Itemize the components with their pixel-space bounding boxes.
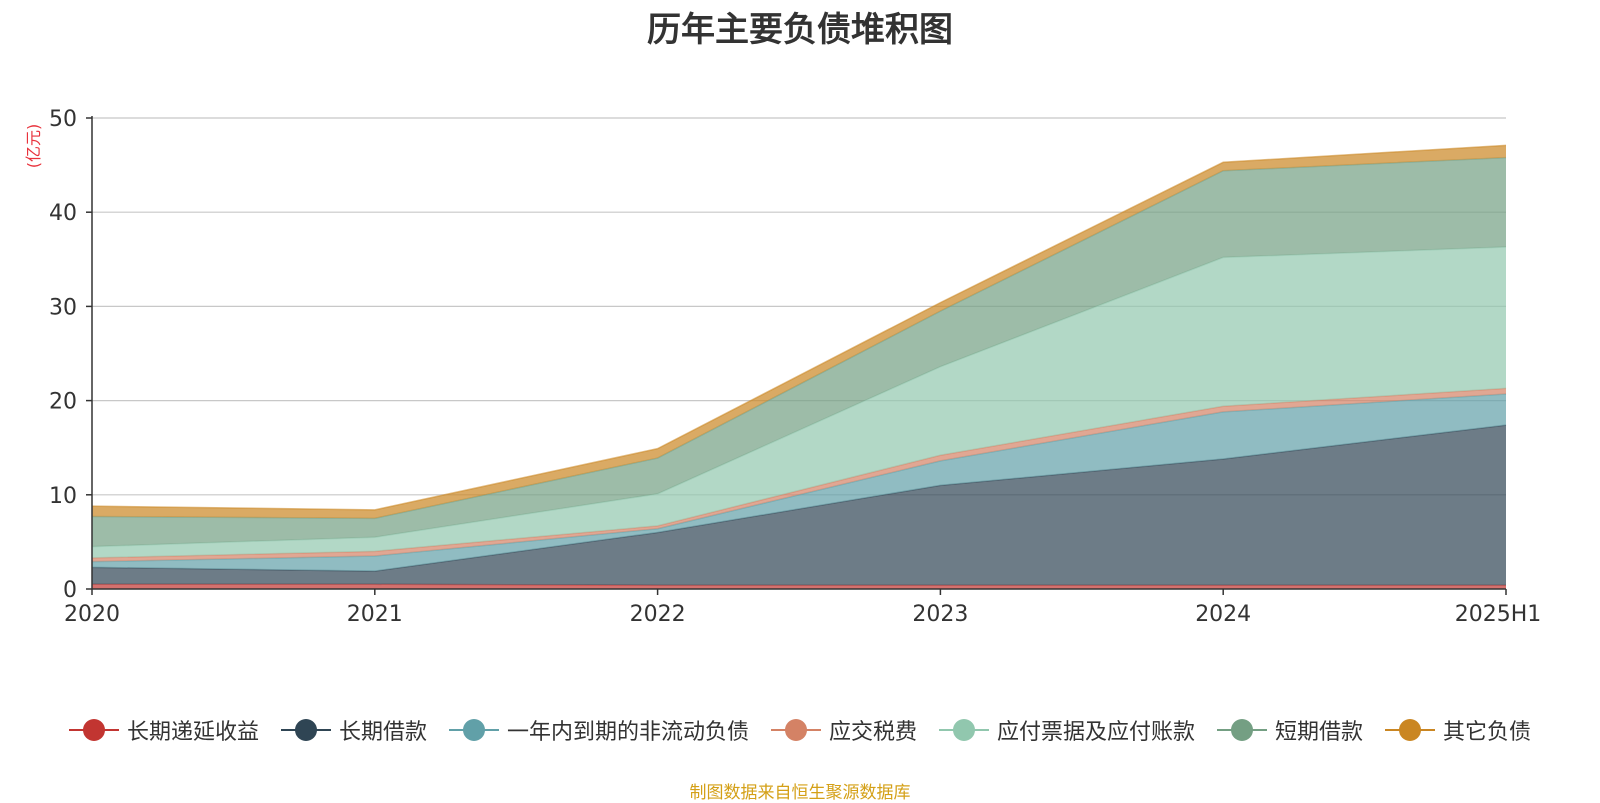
y-tick-label-3: 30 [49, 295, 77, 320]
legend-marker-dot [784, 719, 807, 741]
legend-label: 应交税费 [828, 720, 917, 745]
legend-marker-dot [462, 719, 485, 741]
y-tick-label-1: 10 [49, 484, 77, 509]
area-series-edge-4 [91, 246, 1507, 548]
legend-marker-dot [82, 719, 105, 741]
x-tick-label-3: 2023 [912, 602, 968, 627]
area-series-group [91, 144, 1507, 589]
x-tick-label-1: 2021 [347, 602, 403, 627]
x-tick-label-2: 2022 [630, 602, 686, 627]
y-tick-label-2: 20 [49, 390, 77, 415]
legend-marker-icon [1385, 719, 1436, 741]
legend-marker-icon [448, 719, 499, 741]
area-series-5 [92, 157, 1506, 547]
legend-item-6[interactable]: 其它负债 [1385, 714, 1531, 746]
area-series-4 [92, 247, 1506, 558]
area-series-1 [92, 425, 1506, 586]
legend: 长期递延收益 长期借款 一年内到期的非流动负债 应交税费 应付票据及应付账款 短期借款 其它… [0, 714, 1600, 746]
legend-item-5[interactable]: 短期借款 [1217, 714, 1363, 746]
legend-marker-dot [1399, 719, 1422, 741]
stacked-area-chart: 0 10 20 30 40 50 2020 2021 2022 2023 2024 2025H1 [49, 107, 1541, 627]
legend-marker-dot [294, 719, 317, 741]
axes: 0 10 20 30 40 50 2020 2021 2022 2023 2024 2025H1 [49, 107, 1541, 627]
legend-marker-icon [280, 719, 331, 741]
y-tick-label-5: 50 [49, 107, 77, 132]
legend-marker-icon [1217, 719, 1268, 741]
legend-item-1[interactable]: 长期借款 [280, 714, 427, 746]
legend-label: 应付票据及应付账款 [997, 720, 1196, 745]
area-series-2 [92, 394, 1506, 572]
legend-marker-icon [939, 719, 989, 741]
chart-title: 历年主要负债堆积图 [647, 10, 953, 50]
y-tick-label-4: 40 [49, 201, 77, 226]
x-tick-label-4: 2024 [1195, 602, 1251, 627]
legend-marker-icon [68, 719, 119, 741]
x-tick-label-0: 2020 [64, 602, 120, 627]
legend-label: 长期递延收益 [126, 720, 259, 745]
legend-item-4[interactable]: 应付票据及应付账款 [939, 714, 1195, 746]
legend-item-0[interactable]: 长期递延收益 [68, 714, 259, 746]
legend-marker-dot [953, 719, 975, 741]
legend-item-3[interactable]: 应交税费 [770, 714, 917, 746]
legend-label: 一年内到期的非流动负债 [506, 720, 749, 745]
x-tick-label-5: 2025H1 [1455, 602, 1542, 627]
y-tick-label-0: 0 [63, 578, 77, 603]
area-series-edge-6 [91, 144, 1507, 511]
legend-label: 长期借款 [338, 720, 427, 745]
legend-item-2[interactable]: 一年内到期的非流动负债 [448, 714, 749, 746]
legend-label: 短期借款 [1275, 720, 1364, 745]
data-source-note: 制图数据来自恒生聚源数据库 [689, 783, 911, 803]
legend-marker-icon [770, 719, 821, 741]
legend-marker-dot [1231, 719, 1254, 741]
legend-label: 其它负债 [1443, 720, 1532, 745]
